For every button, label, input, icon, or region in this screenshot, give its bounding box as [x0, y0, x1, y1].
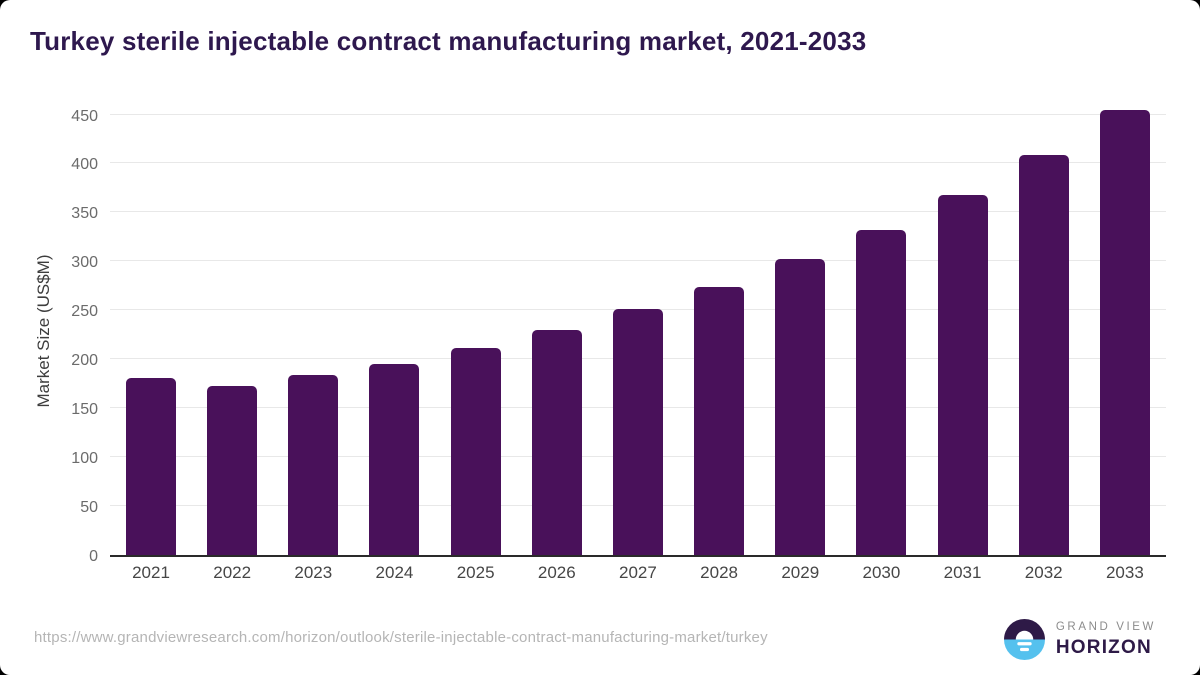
gridline-300: [110, 260, 1166, 262]
x-tick-label-2033: 2033: [1105, 563, 1144, 582]
y-tick-label-50: 50: [80, 499, 98, 517]
bar-2021: [126, 377, 176, 555]
x-tick-label-2023: 2023: [294, 563, 333, 582]
bar-2027: [612, 309, 663, 555]
x-tick-label-2025: 2025: [456, 563, 495, 582]
y-tick-label-0: 0: [89, 548, 98, 565]
bar-2032: [1018, 154, 1069, 555]
plot-area: [110, 105, 1166, 557]
y-tick-label-200: 200: [71, 352, 98, 370]
bar-2031: [937, 194, 988, 555]
x-tick-label-2029: 2029: [781, 563, 820, 582]
brand-logo: GRAND VIEW HORIZON: [1003, 619, 1156, 660]
x-tick-label-2026: 2026: [537, 563, 576, 582]
x-tick-label-2024: 2024: [375, 563, 414, 582]
y-tick-label-450: 450: [71, 107, 98, 125]
brand-name-bottom: HORIZON: [1055, 636, 1152, 658]
bar-2028: [694, 286, 745, 555]
brand-name-top: GRAND VIEW: [1055, 621, 1156, 634]
x-tick-label-2031: 2031: [943, 563, 982, 582]
bar-2026: [531, 329, 582, 555]
bar-2029: [775, 259, 826, 555]
y-tick-label-350: 350: [71, 205, 98, 223]
bar-2023: [288, 374, 339, 555]
x-tick-label-2030: 2030: [862, 563, 901, 582]
y-tick-label-100: 100: [71, 450, 98, 468]
bar-2030: [856, 230, 907, 555]
page-title: Turkey sterile injectable contract manuf…: [30, 26, 867, 56]
source-url: https://www.grandviewresearch.com/horizo…: [34, 629, 768, 646]
x-tick-label-2032: 2032: [1024, 563, 1063, 582]
bar-2025: [450, 348, 501, 555]
x-axis-labels: 2021 2022 2023 2024 2025 2026 2027 2028 2029 2030…: [110, 563, 1166, 583]
bar-2033: [1099, 109, 1150, 555]
brand-logo-text: GRAND VIEW HORIZON: [1056, 622, 1156, 657]
bar-series: [110, 105, 1166, 555]
y-tick-label-400: 400: [71, 156, 98, 174]
y-axis-ticks: 0 50 100 150 200 250 300 350 400 450: [0, 105, 98, 565]
x-tick-label-2027: 2027: [619, 563, 657, 582]
horizon-sunset-icon: [1003, 619, 1045, 660]
bar-2024: [369, 364, 420, 555]
gridline-450: [110, 113, 1166, 115]
y-tick-label-250: 250: [71, 303, 98, 321]
bar-2022: [207, 385, 258, 555]
x-tick-label-2022: 2022: [213, 563, 252, 582]
gridline-400: [110, 162, 1166, 164]
gridline-350: [110, 211, 1166, 213]
x-tick-label-2021: 2021: [132, 563, 170, 582]
x-tick-label-2028: 2028: [700, 563, 738, 582]
y-tick-label-300: 300: [71, 254, 98, 272]
y-tick-label-150: 150: [71, 401, 98, 419]
